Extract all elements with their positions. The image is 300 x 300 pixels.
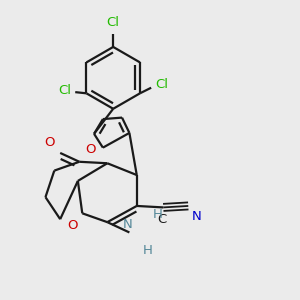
Text: C: C [157,213,167,226]
Text: N: N [123,218,133,231]
Text: Cl: Cl [107,16,120,29]
Text: H: H [142,244,152,257]
Text: O: O [68,219,78,232]
Text: Cl: Cl [155,78,168,91]
Text: N: N [192,210,202,224]
Text: O: O [44,136,54,148]
Text: H: H [153,208,163,221]
Text: O: O [85,142,95,156]
Text: Cl: Cl [58,84,71,97]
